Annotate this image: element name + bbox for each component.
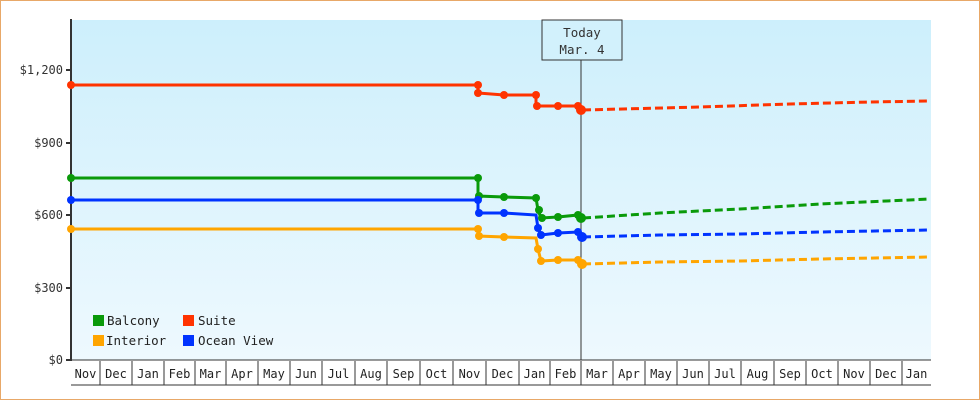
legend-label-balcony: Balcony xyxy=(107,313,160,328)
today-date: Mar. 4 xyxy=(559,42,604,57)
y-ticks: $1,200 $900 $600 $300 $0 xyxy=(20,63,71,367)
x-tick-label: Mar xyxy=(200,367,222,381)
y-tick-label: $0 xyxy=(49,353,63,367)
x-tick-label: Jan xyxy=(137,367,159,381)
x-tick-label: Sep xyxy=(393,367,415,381)
x-tick-label: Nov xyxy=(75,367,97,381)
x-tick-label: Aug xyxy=(360,367,382,381)
x-tick-label: Oct xyxy=(811,367,833,381)
x-tick-label: Dec xyxy=(492,367,514,381)
x-tick-label: Jul xyxy=(714,367,736,381)
legend-swatch-interior xyxy=(93,335,104,346)
x-tick-label: Nov xyxy=(459,367,481,381)
x-tick-label: Oct xyxy=(426,367,448,381)
x-tick-label: Jun xyxy=(295,367,317,381)
x-tick-label: Sep xyxy=(779,367,801,381)
x-tick-label: Feb xyxy=(169,367,191,381)
x-tick-label: Mar xyxy=(586,367,608,381)
x-tick-label: Jun xyxy=(682,367,704,381)
series-interior xyxy=(67,225,931,269)
today-box xyxy=(541,19,623,61)
legend-swatch-balcony xyxy=(93,315,104,326)
x-tick-label: Jul xyxy=(328,367,350,381)
y-tick-label: $300 xyxy=(34,281,63,295)
series-ocean-view xyxy=(67,196,931,242)
x-tick-label: Jan xyxy=(524,367,546,381)
x-tick-label: Jan xyxy=(906,367,928,381)
x-tick-label: Feb xyxy=(555,367,577,381)
y-tick-label: $900 xyxy=(34,136,63,150)
x-tick-label: May xyxy=(650,367,672,381)
x-tick-label: Nov xyxy=(843,367,865,381)
y-tick-label: $600 xyxy=(34,208,63,222)
x-tick-label: Aug xyxy=(747,367,769,381)
today-label: Today xyxy=(563,25,601,40)
legend-label-ocean-view: Ocean View xyxy=(198,333,274,348)
legend-label-interior: Interior xyxy=(106,333,167,348)
plot-area xyxy=(71,20,931,360)
legend: Balcony Suite Interior Ocean View xyxy=(93,313,274,348)
x-tick-label: May xyxy=(263,367,285,381)
x-tick-label: Dec xyxy=(105,367,127,381)
legend-label-suite: Suite xyxy=(198,313,236,328)
x-tick-label: Dec xyxy=(875,367,897,381)
x-tick-label: Apr xyxy=(231,367,253,381)
series-suite xyxy=(67,81,931,115)
series-balcony xyxy=(67,174,931,223)
x-axis-months: Nov Dec Jan Feb Mar Apr May Jun Jul Aug Sep Oct Nov D… xyxy=(75,361,928,385)
y-tick-label: $1,200 xyxy=(20,63,63,77)
legend-swatch-ocean-view xyxy=(183,335,194,346)
legend-swatch-suite xyxy=(183,315,194,326)
x-tick-label: Apr xyxy=(618,367,640,381)
